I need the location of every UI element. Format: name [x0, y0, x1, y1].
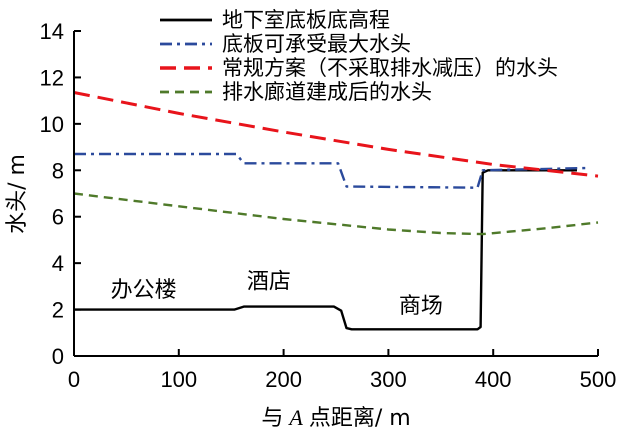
x-tick-label: 200 — [265, 367, 302, 392]
legend-label-0: 地下室底板底高程 — [222, 8, 390, 32]
y-tick-label: 0 — [52, 344, 64, 369]
legend-label-3: 排水廊道建成后的水头 — [222, 80, 432, 104]
legend-label-1: 底板可承受最大水头 — [222, 32, 411, 56]
x-axis-title-pre: 与 — [261, 406, 283, 431]
y-tick-label: 8 — [52, 158, 64, 183]
y-axis-title: 水头/ m — [5, 154, 30, 234]
legend: 地下室底板底高程底板可承受最大水头常规方案（不采取排水减压）的水头排水廊道建成后… — [160, 8, 558, 104]
x-tick-label: 500 — [580, 367, 617, 392]
y-tick-label: 12 — [40, 65, 64, 90]
series-line-3 — [73, 192, 599, 236]
x-tick-label: 0 — [68, 367, 80, 392]
x-tick-label: 400 — [475, 367, 512, 392]
x-tick-label: 300 — [370, 367, 407, 392]
series-line-1 — [74, 152, 588, 189]
x-axis-title-post: 点距离/ m — [309, 406, 411, 431]
x-axis-title-var: A — [287, 405, 303, 430]
annotation-label-0: 办公楼 — [111, 278, 177, 303]
ticks: 0 100 200 300 400 500 0 2 4 6 8 10 12 14 — [40, 19, 617, 392]
legend-label-2: 常规方案（不采取排水减压）的水头 — [222, 56, 558, 80]
series-line-2 — [73, 91, 599, 178]
annotation-label-1: 酒店 — [247, 270, 291, 295]
x-tick-label: 100 — [160, 367, 197, 392]
annotation-label-2: 商场 — [399, 294, 443, 319]
y-tick-label: 2 — [52, 298, 64, 323]
y-tick-label: 4 — [52, 251, 64, 276]
y-tick-label: 10 — [40, 112, 64, 137]
series-line-0 — [74, 169, 577, 331]
y-tick-label: 6 — [52, 205, 64, 230]
axes — [73, 31, 598, 357]
x-axis-title: 与 A 点距离/ m — [261, 405, 410, 431]
y-tick-label: 14 — [40, 19, 64, 44]
plot-lines — [73, 91, 599, 331]
